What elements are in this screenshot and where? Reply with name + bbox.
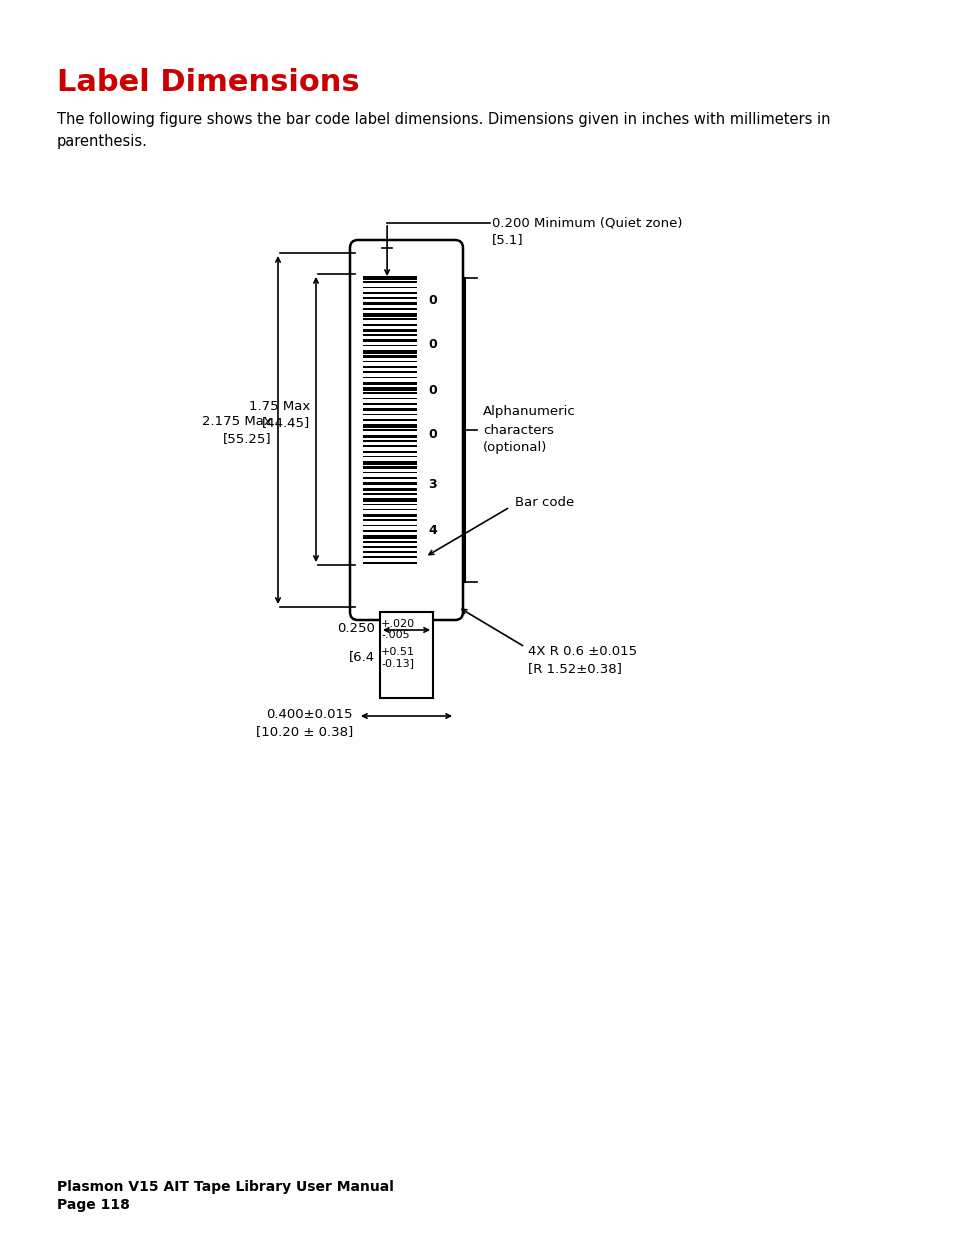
Text: Bar code: Bar code [515,495,574,509]
Bar [363,562,416,564]
Bar [363,398,416,399]
Bar [363,467,416,469]
Bar [363,440,416,442]
Text: 2.175 Max
[55.25]: 2.175 Max [55.25] [202,415,272,445]
Bar [363,382,416,385]
Text: Label Dimensions: Label Dimensions [57,68,359,98]
Bar [363,298,416,299]
Text: 1.75 Max
[44.45]: 1.75 Max [44.45] [249,399,310,430]
Text: 0: 0 [428,384,436,396]
Text: Plasmon V15 AIT Tape Library User Manual: Plasmon V15 AIT Tape Library User Manual [57,1179,394,1194]
Bar [363,372,416,373]
Bar [363,356,416,358]
Bar [363,319,416,320]
Bar [363,275,416,280]
Bar [363,414,416,415]
Bar [363,446,416,447]
Bar [363,335,416,336]
Bar [363,403,416,405]
Bar [363,514,416,517]
Bar [363,303,416,305]
Bar [363,387,416,391]
Bar [363,282,416,283]
FancyBboxPatch shape [350,240,462,620]
Bar [363,345,416,346]
Bar [363,472,416,473]
Bar [363,498,416,503]
Text: 0: 0 [428,338,436,352]
Bar [363,551,416,553]
Text: 4X R 0.6 ±0.015
[R 1.52±0.38]: 4X R 0.6 ±0.015 [R 1.52±0.38] [527,645,637,676]
Text: 4: 4 [428,524,436,536]
Bar [363,424,416,429]
Text: 3: 3 [428,478,436,492]
Bar [363,409,416,411]
Bar [363,557,416,558]
Text: 0.400±0.015
[10.20 ± 0.38]: 0.400±0.015 [10.20 ± 0.38] [255,708,353,739]
Bar [363,329,416,332]
Bar [363,509,416,510]
Text: 0.250: 0.250 [336,622,375,635]
Bar [363,535,416,538]
Bar [363,291,416,294]
Text: [6.4: [6.4 [349,650,375,663]
Bar [363,393,416,394]
Text: 0: 0 [428,429,436,441]
Bar [363,546,416,548]
Bar [363,324,416,326]
Text: 0.200 Minimum (Quiet zone)
[5.1]: 0.200 Minimum (Quiet zone) [5.1] [492,216,681,246]
Bar [363,451,416,453]
Bar [363,435,416,437]
Bar [379,613,433,698]
Bar [363,488,416,490]
Text: Page 118: Page 118 [57,1198,130,1212]
Bar [363,493,416,494]
Bar [363,340,416,342]
Bar [363,361,416,362]
Text: Alphanumeric
characters
(optional): Alphanumeric characters (optional) [482,405,576,454]
Bar [363,350,416,354]
Bar [363,456,416,457]
Text: -.005: -.005 [380,630,409,640]
Bar [363,430,416,431]
Bar [363,461,416,466]
Text: 0: 0 [428,294,436,306]
Bar [363,520,416,521]
Bar [363,366,416,368]
Text: The following figure shows the bar code label dimensions. Dimensions given in in: The following figure shows the bar code … [57,112,830,149]
Bar [363,312,416,317]
Bar [363,541,416,543]
Text: +.020: +.020 [380,619,415,629]
Bar [363,525,416,526]
Bar [363,419,416,421]
Bar [363,530,416,532]
Text: +0.51: +0.51 [380,647,415,657]
Bar [363,287,416,288]
Text: -0.13]: -0.13] [380,658,414,668]
Bar [363,504,416,505]
Bar [363,483,416,484]
Bar [363,377,416,378]
Bar [363,477,416,479]
Bar [363,308,416,310]
